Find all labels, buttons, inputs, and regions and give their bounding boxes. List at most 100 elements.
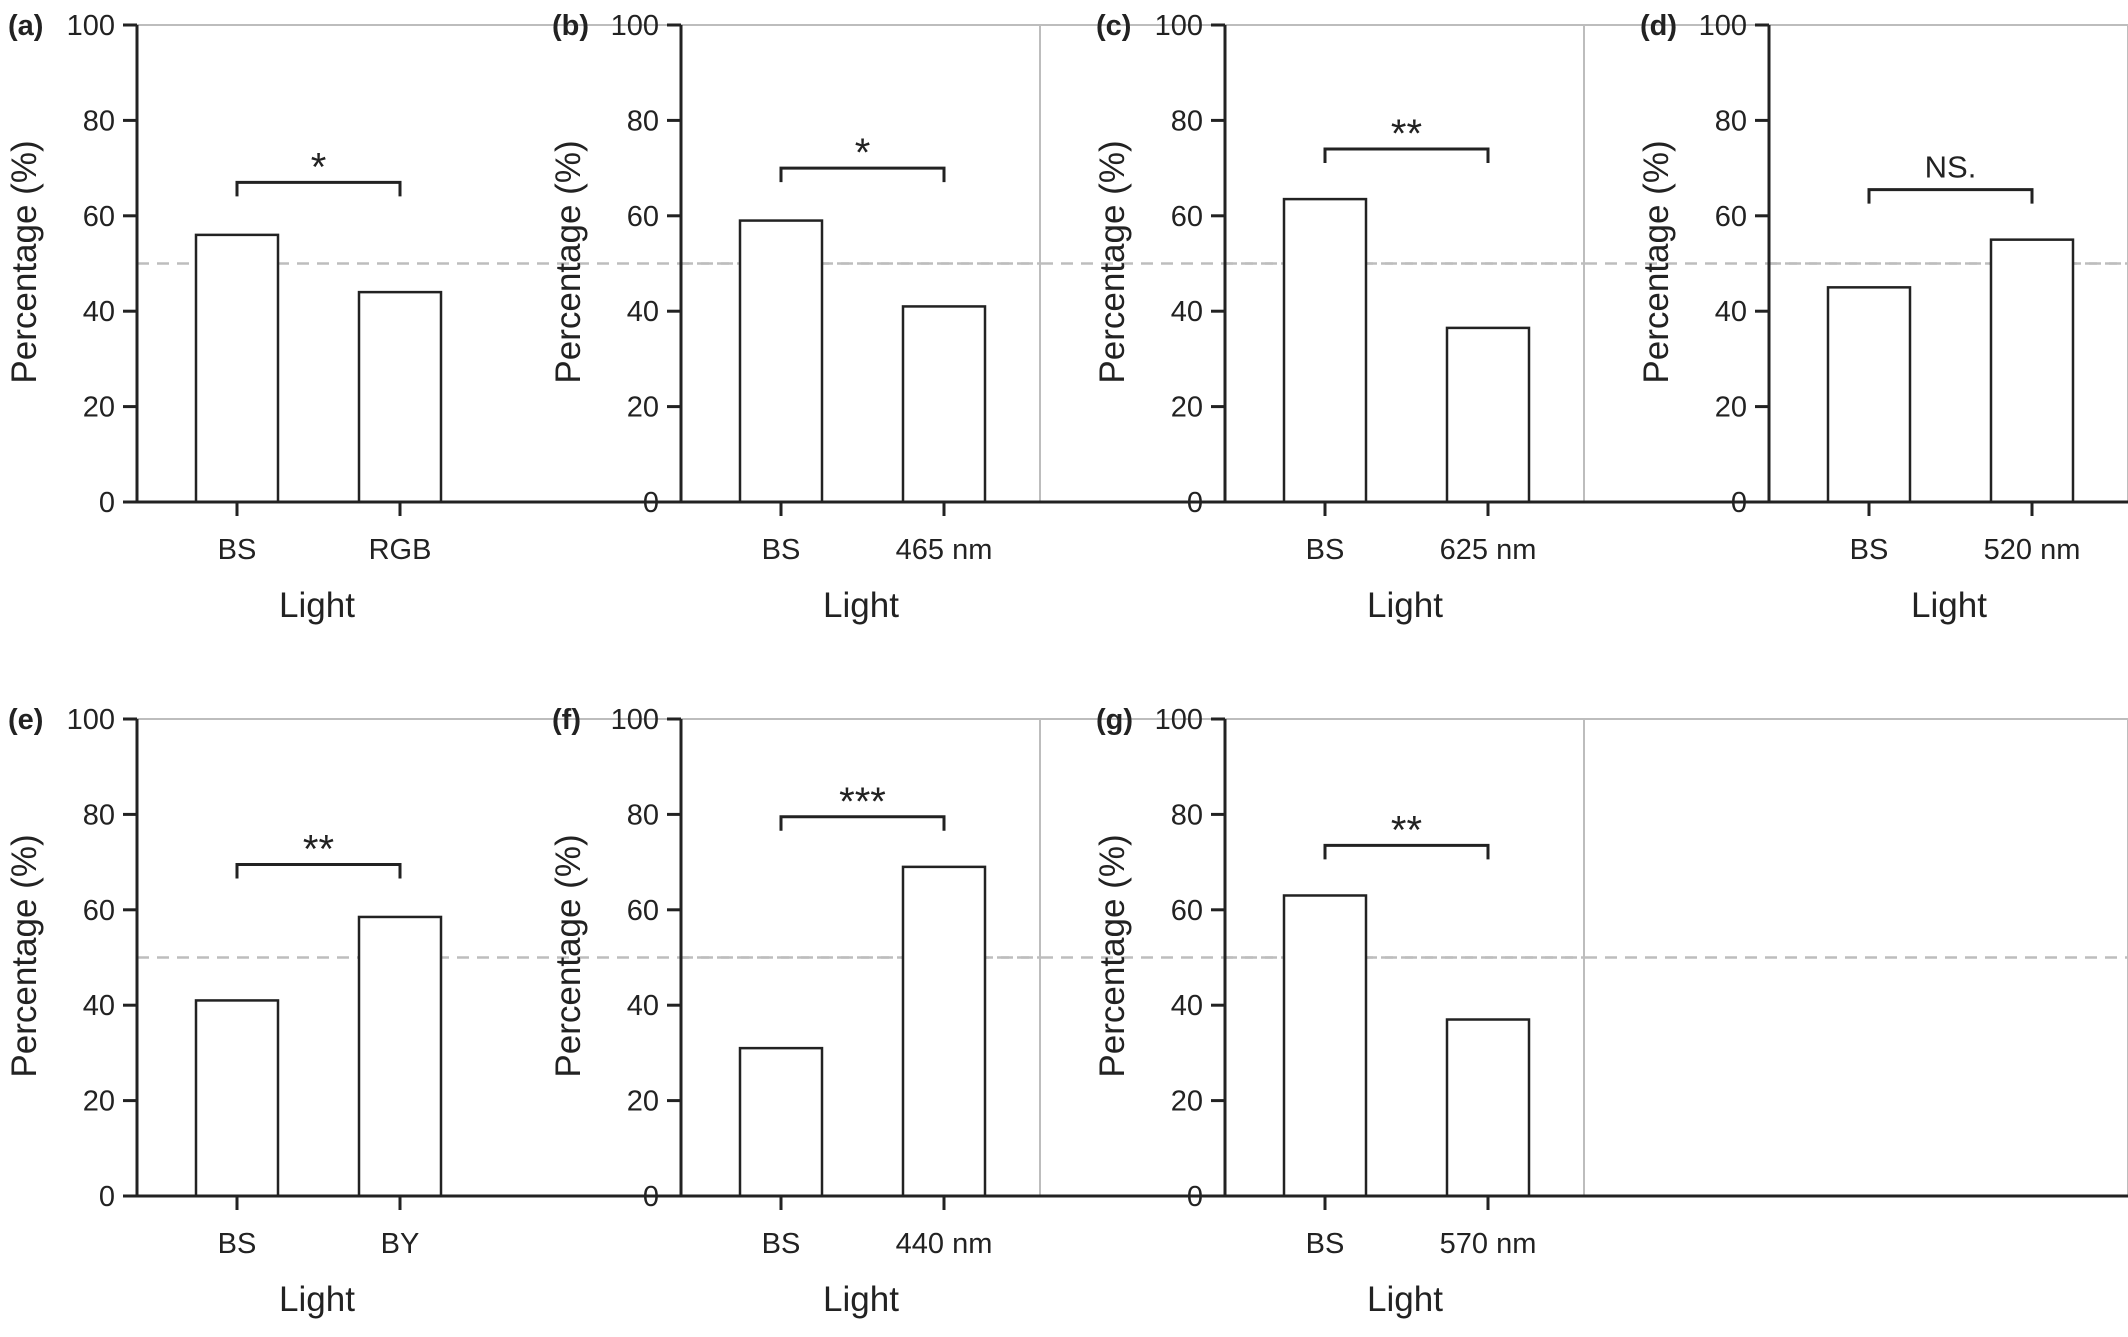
panel-c: 0 20 40 60 80 100 BS 625 nm Light Percentage (%) (… (1093, 10, 2128, 625)
y-axis-label: Percentage (%) (5, 834, 44, 1077)
y-tick-label: 100 (1699, 10, 1747, 42)
y-tick-label: 60 (627, 201, 659, 233)
y-tick-label: 20 (1171, 1086, 1203, 1118)
y-tick-label: 100 (611, 10, 659, 42)
y-tick-label: 60 (83, 201, 115, 233)
x-axis-label: Light (279, 1280, 355, 1319)
x-tick-label: 465 nm (896, 534, 993, 566)
bar-bs (1282, 894, 1368, 1198)
y-tick-label: 80 (1171, 799, 1203, 831)
panel-label: (b) (552, 10, 589, 42)
bar-bs (1282, 197, 1368, 504)
y-tick-label: 20 (83, 1086, 115, 1118)
significance-label: ** (303, 827, 334, 871)
bar-rgb (357, 290, 443, 504)
y-tick-label: 80 (1171, 105, 1203, 137)
x-tick-label: BS (762, 534, 801, 566)
panel-g: 0 20 40 60 80 100 BS 570 nm Light Percentage (%) (… (1093, 704, 2128, 1319)
y-tick-label: 100 (1155, 10, 1203, 42)
significance-bracket (1323, 147, 1490, 164)
y-tick-label: 60 (627, 895, 659, 927)
x-tick-label: 625 nm (1440, 534, 1537, 566)
x-tick-label: 570 nm (1440, 1228, 1537, 1260)
y-tick-label: 20 (83, 392, 115, 424)
x-axis-label: Light (1367, 586, 1443, 625)
y-tick-label: 100 (67, 704, 115, 736)
x-tick-label: BS (1306, 1228, 1345, 1260)
panel-label: (a) (8, 10, 43, 42)
panel-f: 0 20 40 60 80 100 BS 440 nm Light Percentage (%) (… (549, 704, 1585, 1319)
significance-bracket (235, 862, 402, 879)
y-tick-label: 60 (1715, 201, 1747, 233)
bar-520-nm (1989, 238, 2075, 504)
bar-bs (738, 219, 824, 504)
y-tick-label: 20 (1715, 392, 1747, 424)
significance-label: * (855, 131, 871, 175)
y-tick-label: 40 (1171, 296, 1203, 328)
panel-d: 0 20 40 60 80 100 BS 520 nm Light Percentage (%) (… (1637, 10, 2128, 625)
significance-bracket (235, 180, 402, 197)
x-axis-label: Light (279, 586, 355, 625)
y-tick-label: 40 (627, 990, 659, 1022)
y-tick-label: 100 (611, 704, 659, 736)
significance-bracket (1867, 188, 2034, 204)
y-tick-label: 0 (1731, 487, 1747, 519)
y-axis-label: Percentage (%) (549, 140, 588, 383)
y-tick-label: 0 (643, 1181, 659, 1213)
x-tick-label: BS (1850, 534, 1889, 566)
y-tick-label: 0 (99, 1181, 115, 1213)
x-tick-label: BS (218, 1228, 257, 1260)
bar-bs (194, 233, 280, 504)
y-tick-label: 40 (83, 296, 115, 328)
y-axis-label: Percentage (%) (5, 140, 44, 383)
y-tick-label: 60 (83, 895, 115, 927)
y-tick-label: 60 (1171, 201, 1203, 233)
panel-b: 0 20 40 60 80 100 BS 465 nm Light Percentage (%) (… (549, 10, 1585, 625)
significance-bracket (1323, 843, 1490, 860)
y-tick-label: 80 (627, 105, 659, 137)
x-axis-label: Light (1911, 586, 1987, 625)
x-axis-label: Light (1367, 1280, 1443, 1319)
y-tick-label: 0 (643, 487, 659, 519)
y-tick-label: 80 (83, 799, 115, 831)
y-axis-label: Percentage (%) (1093, 140, 1132, 383)
y-tick-label: 40 (1715, 296, 1747, 328)
y-tick-label: 20 (627, 1086, 659, 1118)
x-tick-label: BS (218, 534, 257, 566)
y-tick-label: 100 (1155, 704, 1203, 736)
bar-625-nm (1445, 326, 1531, 504)
panel-label: (e) (8, 704, 43, 736)
y-tick-label: 40 (1171, 990, 1203, 1022)
x-tick-label: BS (762, 1228, 801, 1260)
significance-label: *** (839, 780, 886, 824)
significance-bracket (779, 815, 946, 831)
y-tick-label: 40 (627, 296, 659, 328)
y-tick-label: 0 (99, 487, 115, 519)
y-axis-label: Percentage (%) (1637, 140, 1676, 383)
y-tick-label: 80 (627, 799, 659, 831)
panel-e: 0 20 40 60 80 100 BS BY Light Percentage (%) (e) ** (5, 704, 1041, 1319)
x-axis-label: Light (823, 1280, 899, 1319)
y-tick-label: 40 (83, 990, 115, 1022)
significance-label: * (311, 145, 327, 189)
y-axis-label: Percentage (%) (1093, 834, 1132, 1077)
x-tick-label: BS (1306, 534, 1345, 566)
y-tick-label: 20 (1171, 392, 1203, 424)
significance-label: NS. (1925, 150, 1977, 185)
x-tick-label: BY (381, 1228, 420, 1260)
significance-label: ** (1391, 808, 1422, 852)
x-tick-label: 440 nm (896, 1228, 993, 1260)
y-tick-label: 80 (83, 105, 115, 137)
y-tick-label: 60 (1171, 895, 1203, 927)
x-axis-label: Light (823, 586, 899, 625)
significance-bracket (779, 166, 946, 183)
bar-bs (738, 1046, 824, 1198)
panel-label: (c) (1096, 10, 1131, 42)
panel-label: (d) (1640, 10, 1677, 42)
significance-label: ** (1391, 112, 1422, 156)
bar-570-nm (1445, 1018, 1531, 1198)
bar-by (357, 915, 443, 1198)
bar-440-nm (901, 865, 987, 1198)
